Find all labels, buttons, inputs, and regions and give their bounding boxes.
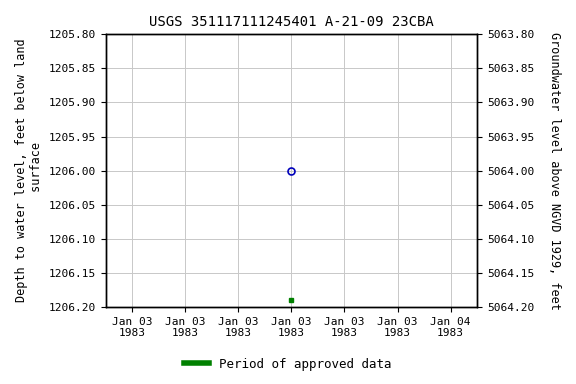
Y-axis label: Depth to water level, feet below land
 surface: Depth to water level, feet below land su… [15,39,43,303]
Legend: Period of approved data: Period of approved data [179,353,397,376]
Y-axis label: Groundwater level above NGVD 1929, feet: Groundwater level above NGVD 1929, feet [548,32,561,310]
Title: USGS 351117111245401 A-21-09 23CBA: USGS 351117111245401 A-21-09 23CBA [149,15,434,29]
